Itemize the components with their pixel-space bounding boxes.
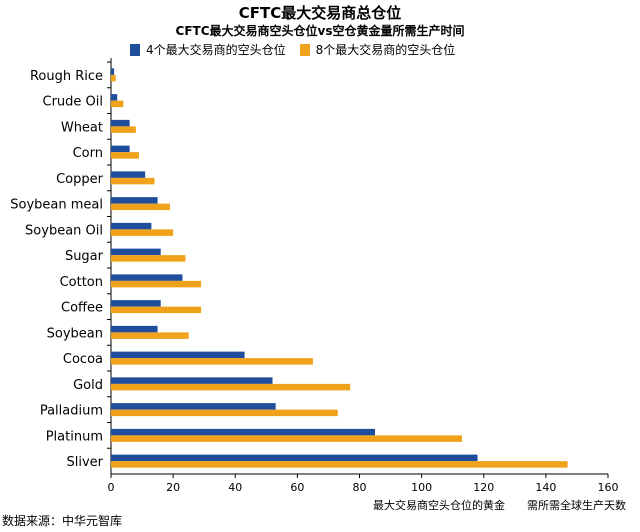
legend-swatch-series-1 bbox=[130, 43, 140, 56]
x-tick-label-3: 60 bbox=[290, 481, 304, 494]
legend-item-series-2: 8个最大交易商的空头仓位 bbox=[299, 41, 456, 58]
bar-2-6 bbox=[111, 229, 174, 236]
category-label-6: Soybean Oil bbox=[25, 223, 103, 238]
x-tick-label-8: 160 bbox=[598, 481, 619, 494]
bar-2-4 bbox=[111, 177, 155, 185]
category-label-7: Sugar bbox=[65, 249, 104, 264]
bar-1-6 bbox=[111, 222, 152, 230]
x-tick-label-7: 140 bbox=[535, 481, 556, 494]
legend-label-series-2: 8个最大交易商的空头仓位 bbox=[315, 43, 456, 57]
bar-2-2 bbox=[111, 126, 136, 133]
bar-1-15 bbox=[111, 454, 478, 462]
chart-subtitle: CFTC最大交易商空头仓位vs空仓黄金量所需生产时间 bbox=[175, 24, 465, 38]
x-axis-label: 最大交易商空头仓位的黄金 需所需全球生产天数 bbox=[373, 498, 626, 512]
bar-1-2 bbox=[111, 119, 130, 127]
bar-1-14 bbox=[111, 428, 376, 436]
bar-1-0 bbox=[111, 68, 115, 75]
x-tick-label-6: 120 bbox=[473, 481, 494, 494]
category-label-4: Copper bbox=[56, 172, 104, 187]
category-label-15: Sliver bbox=[66, 455, 103, 470]
x-tick-label-0: 0 bbox=[108, 481, 115, 494]
category-label-5: Soybean meal bbox=[10, 198, 103, 213]
category-label-8: Cotton bbox=[60, 275, 103, 290]
category-label-13: Palladium bbox=[40, 404, 103, 419]
bar-2-3 bbox=[111, 152, 139, 159]
category-label-0: Rough Rice bbox=[30, 69, 103, 84]
bar-2-5 bbox=[111, 203, 171, 211]
category-label-9: Coffee bbox=[61, 301, 103, 316]
legend-swatch-series-2 bbox=[299, 43, 310, 56]
bar-2-11 bbox=[111, 358, 313, 365]
category-label-11: Cocoa bbox=[63, 352, 103, 367]
x-tick-label-5: 100 bbox=[411, 481, 432, 494]
bar-2-8 bbox=[111, 280, 202, 288]
category-label-10: Soybean bbox=[47, 326, 103, 341]
bar-1-8 bbox=[111, 274, 183, 281]
bar-2-13 bbox=[111, 409, 338, 417]
bar-2-7 bbox=[111, 255, 186, 262]
data-source: 数据来源：中华元智库 bbox=[2, 514, 123, 528]
x-tick-label-4: 80 bbox=[353, 481, 367, 494]
category-label-2: Wheat bbox=[61, 120, 103, 135]
x-tick-label-2: 40 bbox=[228, 481, 242, 494]
bar-1-11 bbox=[111, 351, 245, 359]
x-tick-label-1: 20 bbox=[166, 481, 180, 494]
bar-2-14 bbox=[111, 435, 463, 442]
bar-1-3 bbox=[111, 145, 130, 153]
chart-title: CFTC最大交易商总仓位 bbox=[238, 4, 402, 22]
bar-2-12 bbox=[111, 383, 351, 391]
bar-1-7 bbox=[111, 248, 161, 256]
bar-2-15 bbox=[111, 461, 568, 468]
category-label-14: Platinum bbox=[46, 429, 103, 444]
bar-1-13 bbox=[111, 403, 276, 410]
legend-item-series-1: 4个最大交易商的空头仓位 bbox=[130, 41, 286, 58]
bar-2-10 bbox=[111, 332, 189, 339]
bar-1-10 bbox=[111, 325, 158, 333]
category-label-12: Gold bbox=[73, 378, 103, 393]
bar-2-1 bbox=[111, 100, 124, 108]
category-label-3: Corn bbox=[73, 146, 103, 161]
bar-1-4 bbox=[111, 171, 146, 178]
legend: 4个最大交易商的空头仓位 8个最大交易商的空头仓位 bbox=[130, 41, 455, 58]
bar-1-1 bbox=[111, 94, 118, 101]
bar-1-5 bbox=[111, 197, 158, 204]
bar-2-9 bbox=[111, 306, 202, 314]
legend-label-series-1: 4个最大交易商的空头仓位 bbox=[146, 43, 286, 57]
bar-2-0 bbox=[111, 74, 116, 82]
bar-1-9 bbox=[111, 300, 161, 307]
category-label-1: Crude Oil bbox=[43, 95, 104, 110]
bar-1-12 bbox=[111, 377, 273, 384]
